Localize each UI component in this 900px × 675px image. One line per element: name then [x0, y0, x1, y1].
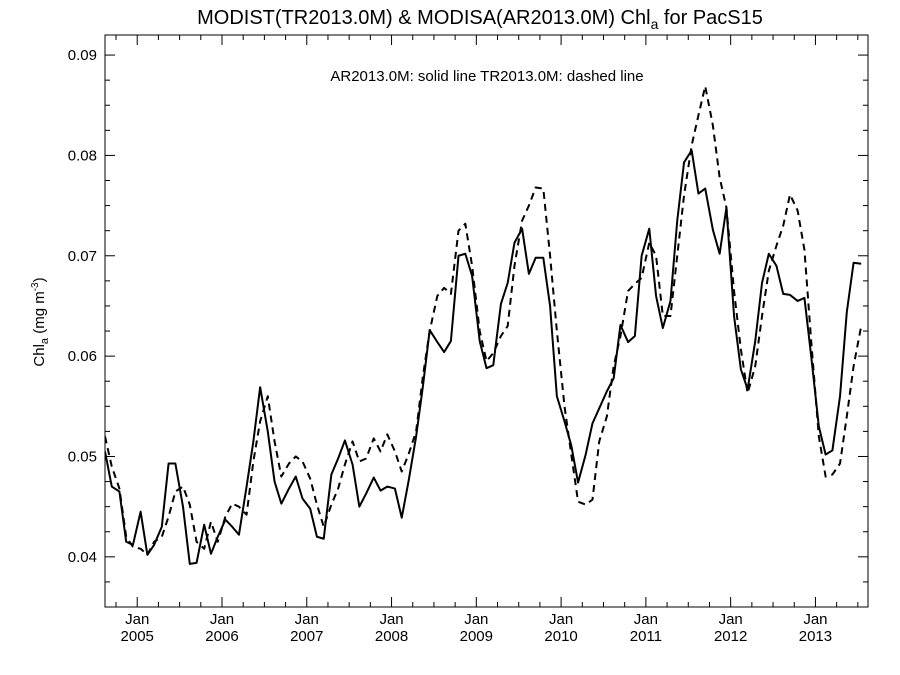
y-tick-label: 0.05 [68, 448, 97, 465]
y-axis-label: Chla (mg m-3) [30, 277, 51, 366]
x-tick-label-year: 2006 [205, 628, 238, 645]
x-tick-label-year: 2011 [630, 628, 662, 645]
chart-title-prefix: MODIST(TR2013.0M) & MODISA(AR2013.0M) Ch… [197, 7, 650, 29]
legend-annotation: AR2013.0M: solid line TR2013.0M: dashed … [330, 68, 643, 85]
chart-title-subscript: a [651, 16, 659, 32]
x-tick-label-year: 2008 [375, 628, 408, 645]
series-line-dashed [105, 85, 863, 556]
y-axis-label-exponent: -3 [30, 282, 41, 291]
x-tick-label-month: Jan [379, 611, 403, 628]
x-tick-label-year: 2010 [544, 628, 577, 645]
x-tick-label-month: Jan [464, 611, 488, 628]
y-axis-label-unit: (mg m [31, 291, 48, 338]
plot-frame [104, 34, 869, 608]
chart-title: MODIST(TR2013.0M) & MODISA(AR2013.0M) Ch… [197, 7, 763, 32]
x-tick-label-month: Jan [295, 611, 319, 628]
y-tick-label: 0.08 [68, 147, 97, 164]
y-tick-label: 0.04 [68, 549, 97, 566]
y-axis-label-subscript: a [39, 337, 51, 344]
y-axis-label-main: Chl [31, 344, 48, 367]
chart-title-suffix: for PacS15 [658, 7, 763, 29]
x-tick-label-year: 2012 [714, 628, 747, 645]
x-tick-label-year: 2005 [121, 628, 154, 645]
x-tick-label-month: Jan [549, 611, 573, 628]
x-tick-label-year: 2013 [799, 628, 832, 645]
x-tick-label-month: Jan [719, 611, 743, 628]
plot-area: 0.040.050.060.070.080.09Jan2005Jan2006Ja… [68, 35, 868, 645]
y-tick-label: 0.06 [68, 348, 97, 365]
y-tick-label: 0.09 [68, 47, 97, 64]
x-tick-label-month: Jan [803, 611, 827, 628]
x-tick-label-month: Jan [634, 611, 658, 628]
series-line-solid [105, 149, 862, 565]
x-tick-label-year: 2007 [290, 628, 323, 645]
x-tick-label-year: 2009 [460, 628, 493, 645]
x-tick-label-month: Jan [125, 611, 149, 628]
y-axis-label-close: ) [31, 277, 48, 282]
y-tick-label: 0.07 [68, 248, 97, 265]
x-tick-label-month: Jan [210, 611, 234, 628]
